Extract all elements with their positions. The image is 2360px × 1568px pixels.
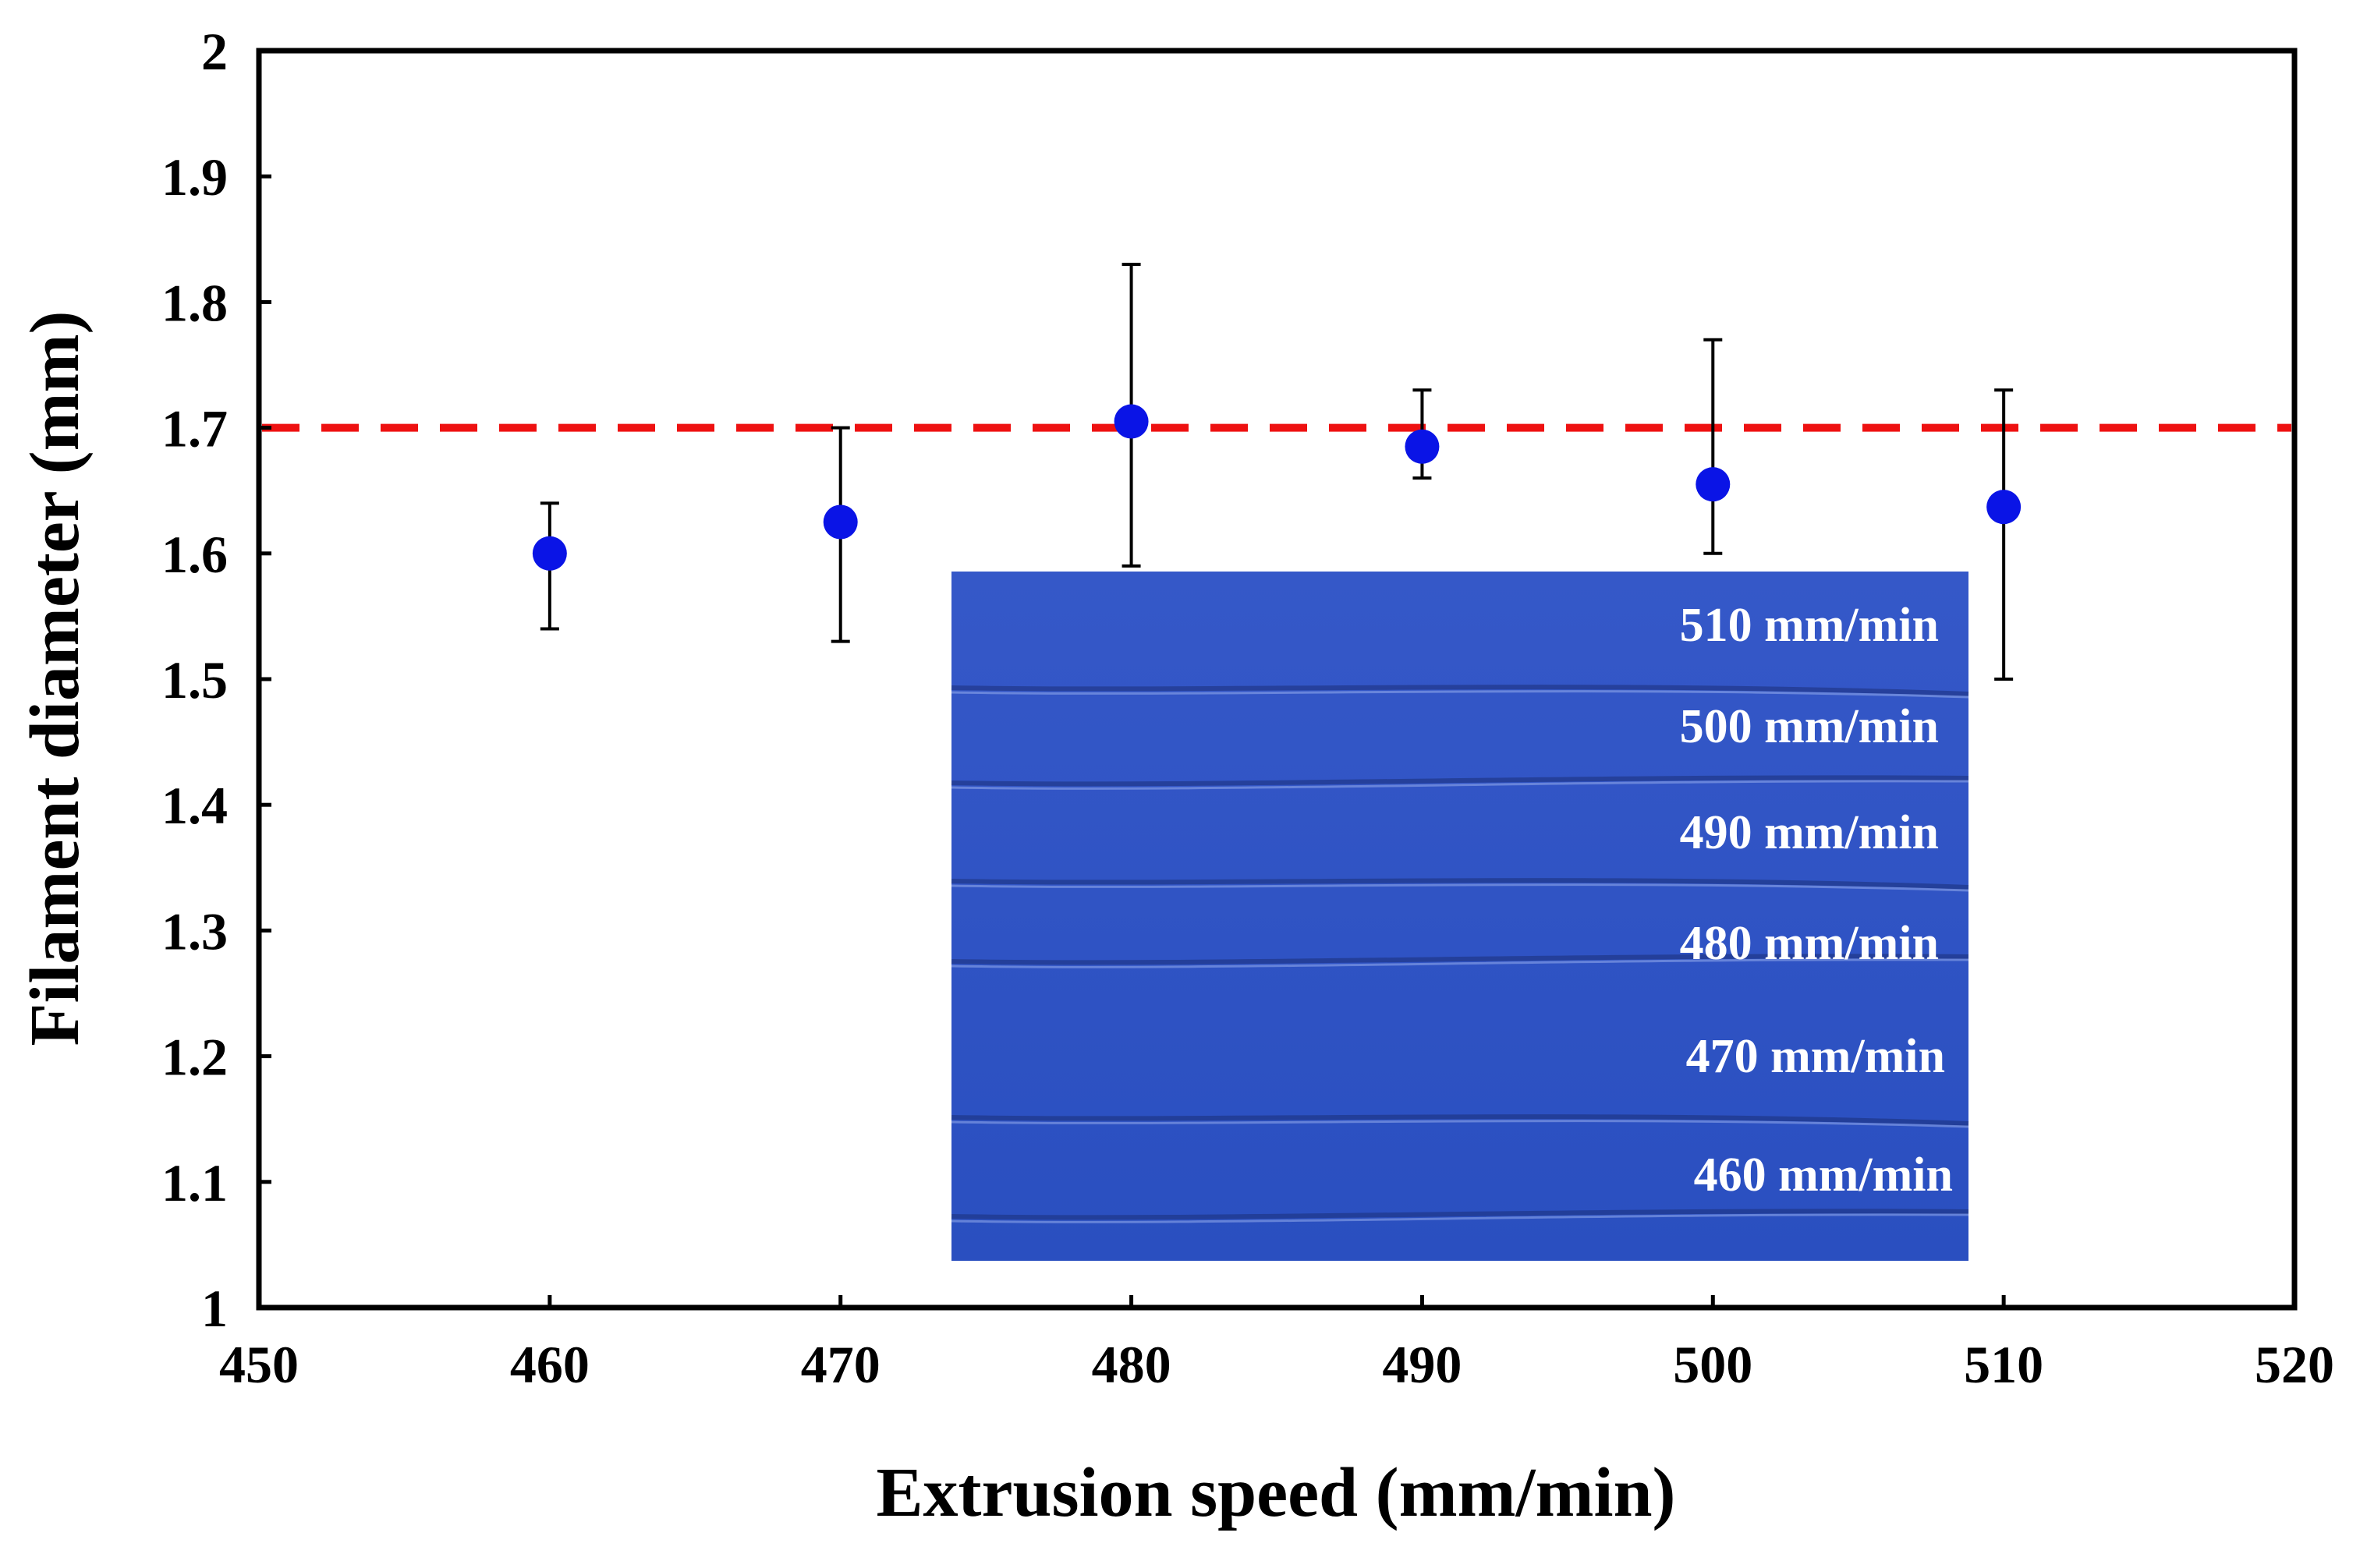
inset-speed-label: 490 mm/min — [1680, 806, 1939, 859]
x-tick-label: 520 — [2255, 1335, 2334, 1394]
data-point — [1696, 467, 1731, 502]
y-tick-label: 2 — [201, 22, 228, 81]
y-tick-label: 1.1 — [161, 1153, 228, 1212]
inset-speed-label: 500 mm/min — [1680, 700, 1939, 753]
inset-filament-streaks — [951, 685, 1969, 1223]
x-tick-label: 470 — [801, 1335, 881, 1394]
x-tick-label: 510 — [1964, 1335, 2043, 1394]
inset-speed-label: 510 mm/min — [1680, 599, 1939, 652]
data-point — [823, 504, 858, 540]
y-tick-label: 1.2 — [161, 1028, 228, 1087]
x-tick-label: 500 — [1673, 1335, 1752, 1394]
x-tick-label: 490 — [1382, 1335, 1462, 1394]
y-tick-label: 1.6 — [161, 525, 228, 584]
y-tick-label: 1.4 — [161, 776, 228, 835]
x-axis-title: Extrusion speed (mm/min) — [876, 1454, 1675, 1531]
data-point — [1405, 429, 1440, 464]
data-point — [532, 536, 567, 571]
inset-streak-light — [951, 883, 1969, 892]
x-tick-label: 460 — [510, 1335, 590, 1394]
inset-streak-dark — [951, 685, 1969, 696]
x-axis-ticks: 450 460 470 480 490 500 510 520 — [219, 1295, 2334, 1394]
inset-streak-dark — [951, 775, 1969, 787]
data-point — [1986, 490, 2022, 525]
inset-speed-label: 470 mm/min — [1686, 1030, 1945, 1083]
y-tick-label: 1.8 — [161, 273, 228, 332]
inset-streak-light — [951, 1213, 1969, 1223]
x-tick-label: 450 — [219, 1335, 299, 1394]
inset-streak-dark — [951, 1114, 1969, 1126]
inset-streak-light — [951, 1120, 1969, 1128]
inset-speed-label: 460 mm/min — [1694, 1149, 1953, 1202]
data-points — [532, 404, 2022, 571]
y-tick-label: 1 — [201, 1279, 228, 1338]
y-tick-label: 1.9 — [161, 147, 228, 207]
inset-speed-label: 480 mm/min — [1680, 917, 1939, 970]
inset-streak-light — [951, 958, 1969, 968]
inset-streak-light — [951, 690, 1969, 699]
y-tick-label: 1.5 — [161, 650, 228, 710]
inset-streak-dark — [951, 954, 1969, 965]
inset-streak-dark — [951, 1209, 1969, 1220]
inset-photo: 510 mm/min 500 mm/min 490 mm/min 480 mm/min… — [951, 572, 1969, 1261]
y-axis-title: Filament diameter (mm) — [16, 310, 94, 1046]
data-point — [1114, 404, 1149, 439]
inset-streak-dark — [951, 878, 1969, 890]
y-tick-label: 1.7 — [161, 399, 228, 458]
y-tick-label: 1.3 — [161, 901, 228, 961]
y-axis-ticks: 1 1.1 1.2 1.3 1.4 1.5 1.6 1.7 1.8 1.9 2 — [161, 22, 271, 1338]
x-tick-label: 480 — [1092, 1335, 1171, 1394]
inset-streak-light — [951, 780, 1969, 790]
inset-labels: 510 mm/min 500 mm/min 490 mm/min 480 mm/min… — [1680, 599, 1953, 1202]
